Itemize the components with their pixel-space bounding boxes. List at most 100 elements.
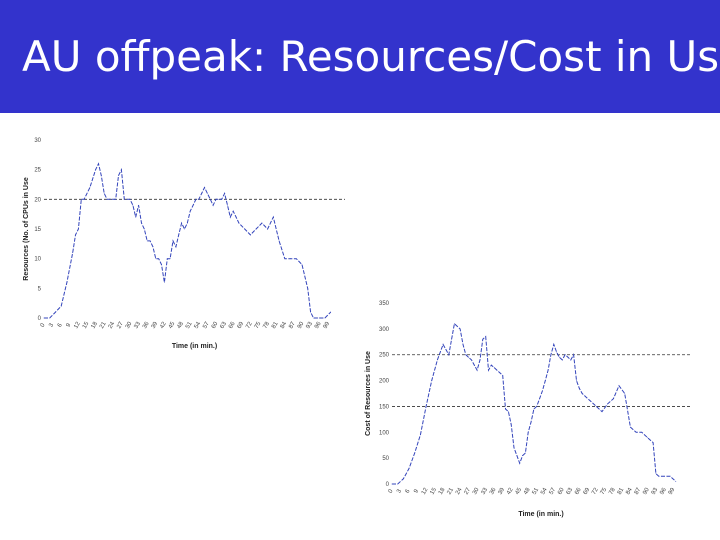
data-point (499, 372, 501, 374)
data-point (635, 431, 637, 433)
data-point (227, 204, 228, 206)
x-tick-label: 12 (421, 487, 430, 496)
x-tick-label: 51 (532, 487, 541, 496)
x-tick-label: 45 (515, 487, 524, 496)
x-tick-label: 81 (617, 487, 626, 496)
data-point (570, 359, 572, 361)
data-point (527, 431, 529, 433)
data-point (425, 406, 427, 407)
data-point (181, 222, 183, 224)
data-point (530, 421, 532, 423)
y-tick-label: 150 (379, 404, 390, 410)
x-tick-label: 78 (262, 321, 271, 330)
series-line (44, 162, 332, 319)
data-point (578, 387, 580, 389)
data-point (118, 175, 119, 177)
x-tick-label: 51 (185, 321, 194, 330)
data-point (115, 198, 117, 200)
data-point (330, 311, 332, 313)
data-point (55, 311, 56, 313)
data-point (72, 252, 74, 254)
data-point (149, 240, 151, 242)
x-tick-label: 99 (668, 487, 677, 496)
x-tick-label: 57 (202, 321, 211, 330)
x-tick-label: 81 (271, 321, 280, 330)
data-point (601, 411, 603, 412)
data-point (524, 452, 526, 454)
data-point (581, 393, 583, 394)
data-point (301, 264, 303, 265)
data-point (290, 258, 291, 260)
data-point (209, 198, 211, 200)
x-tick-label: 15 (429, 487, 438, 496)
data-point (496, 369, 498, 371)
data-point (229, 216, 231, 218)
data-point (402, 478, 404, 480)
x-tick-label: 96 (659, 487, 668, 496)
x-tick-label: 33 (133, 321, 142, 330)
data-point (482, 338, 484, 340)
x-tick-label: 42 (159, 321, 168, 330)
x-tick-label: 6 (405, 488, 412, 494)
x-tick-label: 87 (288, 321, 297, 330)
data-point (561, 359, 563, 361)
y-tick-label: 5 (38, 286, 42, 292)
data-point (539, 398, 540, 400)
x-tick-label: 84 (280, 321, 289, 330)
data-point (232, 210, 234, 212)
y-axis-label: Cost of Resources in Use (365, 351, 372, 436)
data-point (544, 380, 546, 381)
data-point (522, 455, 523, 456)
data-point (618, 385, 620, 387)
data-point (152, 246, 154, 248)
data-point (121, 169, 122, 171)
data-point (448, 354, 450, 356)
y-tick-label: 30 (34, 138, 41, 144)
x-tick-label: 18 (90, 321, 99, 330)
x-tick-label: 93 (305, 321, 314, 330)
x-tick-label: 48 (523, 487, 532, 496)
data-point (468, 356, 470, 358)
data-point (445, 349, 447, 350)
data-point (510, 424, 512, 425)
data-point (590, 400, 592, 402)
data-point (186, 222, 188, 224)
data-point (318, 317, 320, 319)
x-tick-label: 27 (463, 487, 472, 496)
data-point (437, 359, 438, 361)
x-tick-label: 24 (455, 487, 464, 496)
x-tick-label: 21 (99, 321, 108, 330)
data-point (143, 228, 145, 230)
x-tick-label: 54 (194, 321, 203, 330)
x-tick-label: 69 (237, 321, 246, 330)
data-point (502, 375, 504, 376)
data-point (106, 198, 108, 200)
data-point (542, 390, 543, 392)
data-point (550, 354, 552, 356)
x-tick-label: 78 (608, 487, 617, 496)
data-point (490, 364, 492, 366)
data-point (224, 193, 226, 194)
y-tick-label: 100 (379, 430, 390, 436)
x-tick-label: 72 (591, 487, 600, 496)
x-tick-label: 99 (323, 321, 332, 330)
data-point (126, 198, 128, 200)
data-point (83, 198, 85, 200)
data-point (451, 338, 452, 340)
data-point (201, 193, 203, 194)
data-point (250, 234, 251, 236)
data-point (391, 483, 393, 485)
data-point (397, 483, 399, 485)
data-point (624, 393, 626, 394)
x-tick-label: 48 (176, 321, 185, 330)
data-point (307, 287, 309, 289)
data-point (284, 258, 286, 260)
x-tick-label: 45 (168, 321, 177, 330)
x-tick-label: 36 (489, 487, 498, 496)
data-point (218, 198, 220, 200)
y-axis-label: Resources (No. of CPUs in Use (23, 177, 30, 281)
data-point (278, 240, 280, 242)
data-point (98, 163, 99, 165)
